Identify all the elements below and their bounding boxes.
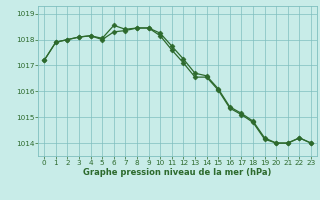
X-axis label: Graphe pression niveau de la mer (hPa): Graphe pression niveau de la mer (hPa) <box>84 168 272 177</box>
